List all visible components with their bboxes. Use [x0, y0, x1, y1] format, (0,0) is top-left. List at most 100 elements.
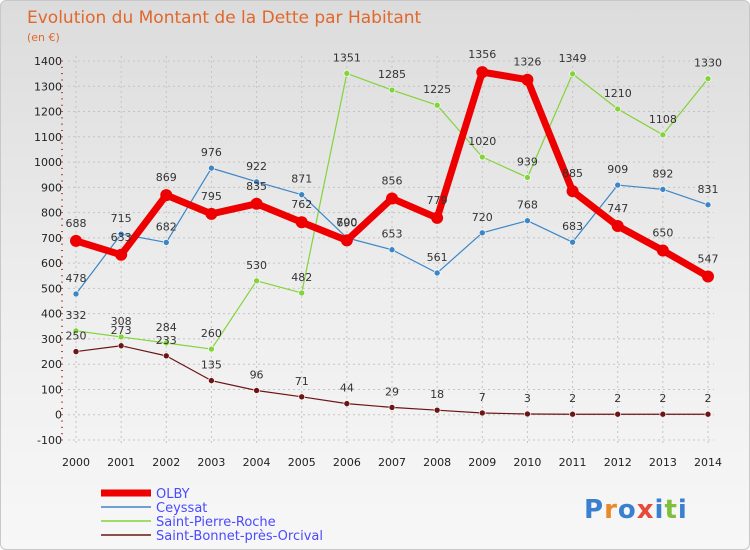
data-label-saint-bonnet-pr-s-orcival: 2 [614, 392, 621, 405]
data-point-ceyssat [72, 290, 80, 298]
data-point-saint-pierre-roche [208, 345, 215, 353]
axes-layer: -100 0 100 200 300 400 500 600 700 800 900 1000 1100… [34, 55, 722, 469]
x-tick-label: 2012 [604, 456, 632, 469]
x-tick-label: 2004 [243, 456, 271, 469]
data-label-saint-bonnet-pr-s-orcival: 250 [66, 330, 87, 343]
data-label-olby: 1326 [513, 56, 541, 69]
data-point-ceyssat [388, 246, 396, 254]
data-point-saint-pierre-roche [433, 101, 441, 109]
data-point-saint-bonnet-pr-s-orcival [388, 404, 396, 411]
x-tick-label: 2013 [649, 456, 677, 469]
y-tick-label: 1200 [34, 106, 62, 119]
data-label-olby: 690 [336, 216, 357, 229]
y-tick-label: 1000 [34, 156, 62, 169]
data-point-saint-bonnet-pr-s-orcival [208, 377, 215, 384]
y-tick-label: -100 [37, 434, 62, 447]
y-tick-label: 500 [41, 282, 62, 295]
data-label-saint-bonnet-pr-s-orcival: 2 [659, 392, 666, 405]
x-tick-label: 2009 [468, 456, 496, 469]
data-point-ceyssat [162, 239, 170, 246]
data-label-ceyssat: 682 [156, 220, 177, 233]
data-label-saint-bonnet-pr-s-orcival: 29 [385, 385, 399, 398]
x-tick-label: 2003 [197, 456, 225, 469]
data-label-saint-pierre-roche: 260 [201, 327, 222, 340]
data-point-saint-pierre-roche [72, 327, 80, 335]
data-label-saint-bonnet-pr-s-orcival: 18 [430, 388, 444, 401]
logo-letter: i [655, 495, 665, 525]
data-point-saint-pierre-roche [659, 131, 667, 139]
data-point-saint-pierre-roche [253, 277, 260, 285]
data-label-olby: 747 [607, 202, 628, 215]
data-point-ceyssat [569, 238, 576, 246]
y-tick-label: 300 [41, 333, 62, 346]
data-point-saint-pierre-roche [524, 174, 531, 181]
y-tick-label: 800 [41, 207, 62, 220]
data-label-saint-bonnet-pr-s-orcival: 2 [705, 392, 712, 405]
data-label-saint-pierre-roche: 284 [156, 321, 177, 334]
y-tick-label: 600 [41, 257, 62, 270]
data-point-saint-pierre-roche [614, 105, 622, 113]
legend-label-saint-bonnet-pr-s-orcival: Saint-Bonnet-près-Orcival [156, 529, 323, 544]
data-point-saint-bonnet-pr-s-orcival [569, 410, 576, 418]
data-label-ceyssat: 720 [472, 211, 493, 224]
data-label-saint-pierre-roche: 1351 [333, 51, 361, 64]
data-label-ceyssat: 976 [201, 146, 222, 159]
y-tick-label: 900 [41, 181, 62, 194]
data-label-saint-pierre-roche: 1020 [468, 135, 496, 148]
proxiti-logo: Proxiti [584, 495, 688, 525]
data-label-ceyssat: 922 [246, 160, 267, 173]
data-label-ceyssat: 653 [382, 228, 403, 241]
y-tick-label: 200 [41, 358, 62, 371]
y-tick-label: 100 [41, 383, 62, 396]
data-point-saint-pierre-roche [343, 70, 351, 77]
y-tick-label: 400 [41, 308, 62, 321]
data-point-saint-pierre-roche [478, 153, 486, 161]
data-label-olby: 869 [156, 171, 177, 184]
data-label-olby: 856 [382, 174, 403, 187]
data-label-saint-bonnet-pr-s-orcival: 7 [479, 391, 486, 404]
y-tick-label: 1300 [34, 80, 62, 93]
data-label-ceyssat: 768 [517, 199, 538, 212]
legend: OLBYCeyssatSaint-Pierre-RocheSaint-Bonne… [101, 487, 323, 544]
data-point-saint-bonnet-pr-s-orcival [478, 409, 486, 417]
data-label-saint-bonnet-pr-s-orcival: 233 [156, 334, 177, 347]
x-tick-label: 2005 [288, 456, 316, 469]
data-point-saint-bonnet-pr-s-orcival [298, 393, 306, 401]
x-tick-label: 2007 [378, 456, 406, 469]
data-point-ceyssat [614, 181, 622, 189]
x-tick-label: 2008 [423, 456, 451, 469]
data-point-saint-pierre-roche [117, 333, 125, 341]
data-point-saint-bonnet-pr-s-orcival [524, 410, 531, 418]
x-tick-label: 2000 [62, 456, 90, 469]
series-layer [70, 66, 714, 418]
data-label-saint-bonnet-pr-s-orcival: 2 [569, 392, 576, 405]
data-point-olby [476, 66, 489, 79]
data-point-saint-bonnet-pr-s-orcival [117, 342, 125, 350]
data-point-olby [250, 197, 263, 210]
data-point-saint-pierre-roche [298, 289, 306, 297]
data-label-saint-pierre-roche: 1108 [649, 113, 677, 126]
data-label-olby: 762 [291, 198, 312, 211]
x-tick-label: 2001 [107, 456, 135, 469]
data-label-olby: 547 [698, 253, 719, 266]
logo-letter: x [637, 495, 655, 525]
data-label-olby: 779 [427, 194, 448, 207]
x-tick-label: 2014 [694, 456, 722, 469]
logo-letter: P [584, 495, 604, 525]
data-label-ceyssat: 683 [562, 220, 583, 233]
data-label-saint-bonnet-pr-s-orcival: 135 [201, 359, 222, 372]
logo-letter: i [678, 495, 688, 525]
data-point-ceyssat [253, 178, 260, 186]
data-point-saint-bonnet-pr-s-orcival [162, 352, 170, 360]
legend-label-saint-pierre-roche: Saint-Pierre-Roche [156, 515, 276, 530]
data-label-saint-pierre-roche: 1285 [378, 68, 406, 81]
data-point-olby [431, 211, 444, 224]
data-point-olby [70, 234, 82, 247]
data-point-ceyssat [298, 191, 306, 198]
data-point-saint-pierre-roche [704, 75, 712, 82]
data-point-olby [702, 270, 714, 283]
data-label-saint-pierre-roche: 482 [291, 271, 312, 284]
data-label-saint-bonnet-pr-s-orcival: 3 [524, 392, 531, 405]
data-label-ceyssat: 700 [336, 216, 357, 229]
